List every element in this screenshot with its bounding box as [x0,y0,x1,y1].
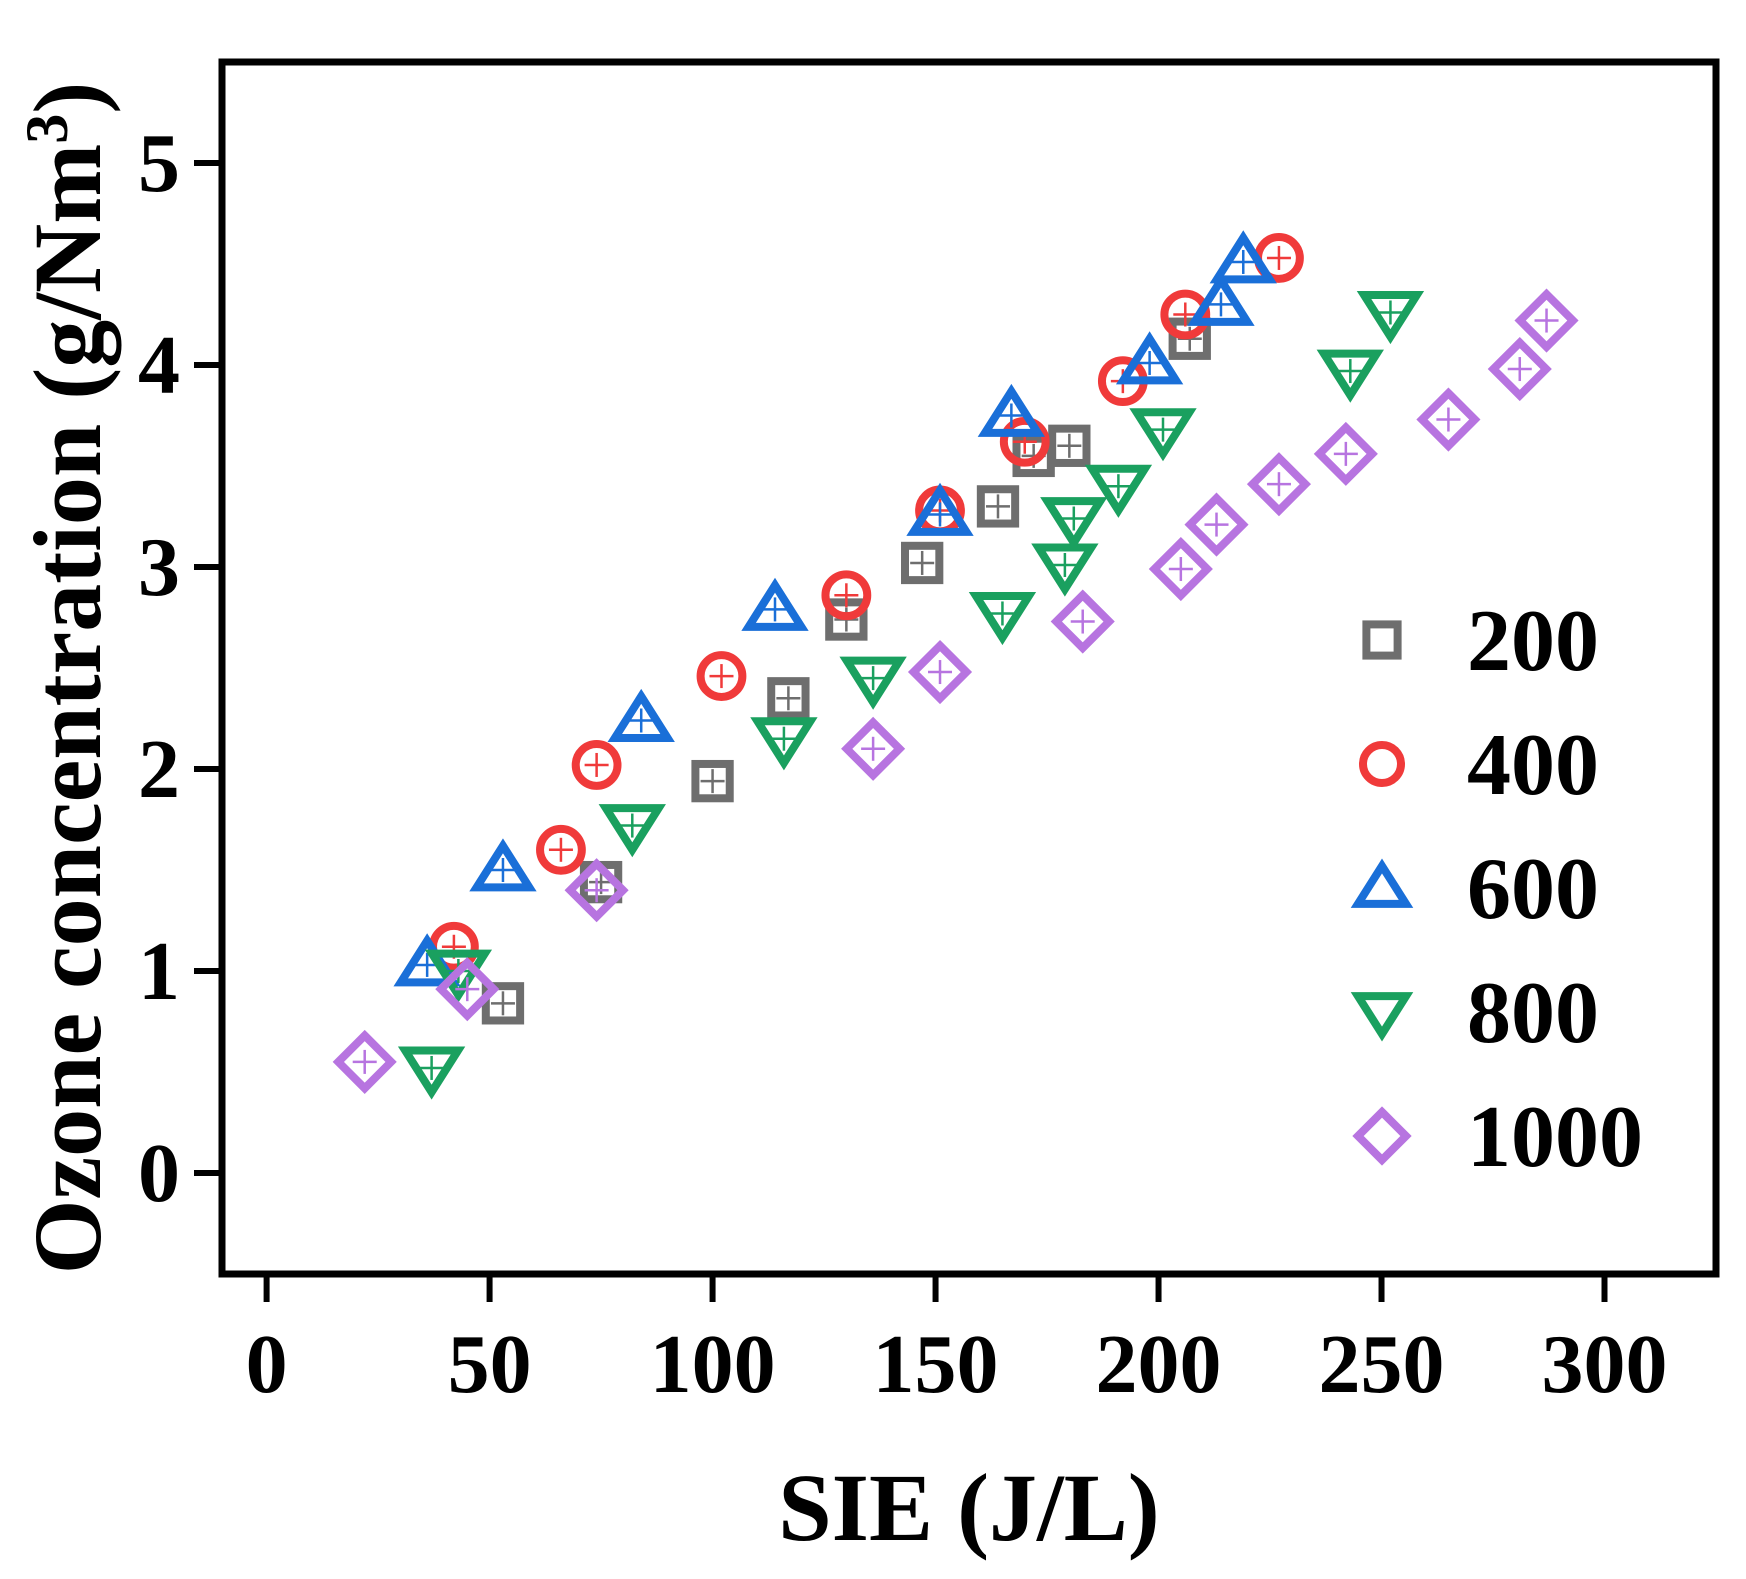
legend: 200 400 600 800 1000 [1350,593,1643,1186]
data-point [696,651,747,701]
legend-item-1000: 1000 [1352,1089,1643,1186]
legend-label: 200 [1467,593,1599,690]
data-point [977,383,1046,437]
data-point [767,677,810,720]
legend-item-600: 600 [1350,841,1599,938]
data-point [976,485,1020,528]
data-point [536,824,586,875]
legend-marker [1350,992,1414,1042]
legend-item-400: 400 [1359,717,1599,814]
data-point [397,1046,466,1100]
data-point [968,592,1037,646]
y-tick-label: 2 [138,723,180,816]
plot-frame [218,58,1720,1278]
series-800 [397,291,1425,1100]
data-point [1313,421,1378,486]
data-point [1031,543,1099,597]
legend-label: 800 [1467,965,1599,1062]
data-point [1187,272,1255,326]
data-point [691,759,734,803]
data-point [821,570,872,621]
data-point [1129,408,1197,462]
legend-marker [1352,1106,1412,1166]
y-tick-label: 1 [138,925,180,1018]
y-axis: 0 1 2 3 4 5 [138,117,222,1220]
legend-label: 1000 [1467,1089,1643,1186]
y-tick-label: 4 [138,319,180,412]
x-tick-label: 100 [650,1318,776,1411]
y-tick-label: 0 [138,1127,180,1220]
data-point [1416,387,1481,452]
legend-label: 600 [1467,841,1599,938]
y-tick-label: 3 [138,521,180,614]
data-point [839,656,907,710]
y-axis-title: Ozone concentration (g/Nm3) [14,82,121,1274]
data-point [1048,424,1091,467]
y-axis-title-close: ) [14,82,121,114]
y-axis-title-superscript: 3 [14,114,80,144]
x-tick-label: 150 [873,1318,999,1411]
data-point [741,577,809,631]
data-point [1160,289,1211,340]
x-tick-label: 200 [1096,1318,1222,1411]
legend-item-800: 800 [1350,965,1599,1062]
data-point [750,717,818,771]
series-1000 [332,288,1579,1094]
data-point [571,740,622,790]
x-tick-label: 0 [246,1318,288,1411]
data-point [1487,336,1552,402]
data-point [906,482,974,536]
data-point [1040,497,1108,551]
data-point [1316,349,1384,403]
legend-marker [1362,620,1402,660]
data-point [1084,464,1153,518]
data-point [1148,536,1213,602]
data-point [1209,230,1277,284]
x-tick-label: 250 [1319,1318,1445,1411]
data-point [901,541,944,585]
data-point [435,957,500,1022]
data-point [1115,331,1184,385]
series-600 [393,230,1277,987]
data-point [564,858,629,923]
x-tick-label: 300 [1542,1318,1668,1411]
data-point [1514,288,1579,353]
data-point [469,838,537,892]
legend-marker [1350,858,1414,908]
series-200 [481,317,1211,1025]
data-point [1050,589,1115,654]
data-point [841,716,906,781]
x-tick-label: 50 [448,1318,532,1411]
x-axis: 0 50 100 150 200 250 300 [246,1274,1668,1411]
legend-item-200: 200 [1362,593,1599,690]
plot-area [332,230,1579,1100]
y-axis-title-main: Ozone concentration (g/Nm [14,144,121,1274]
legend-label: 400 [1467,717,1599,814]
data-point [607,688,675,742]
data-point [1184,492,1249,557]
y-tick-label: 5 [138,117,180,210]
data-point [332,1029,397,1094]
data-point [907,639,973,705]
legend-marker [1359,741,1405,787]
data-point [481,982,525,1025]
data-point [598,804,666,858]
x-axis-title: SIE (J/L) [778,1454,1159,1561]
data-point [1356,291,1425,345]
data-point [1246,452,1312,517]
